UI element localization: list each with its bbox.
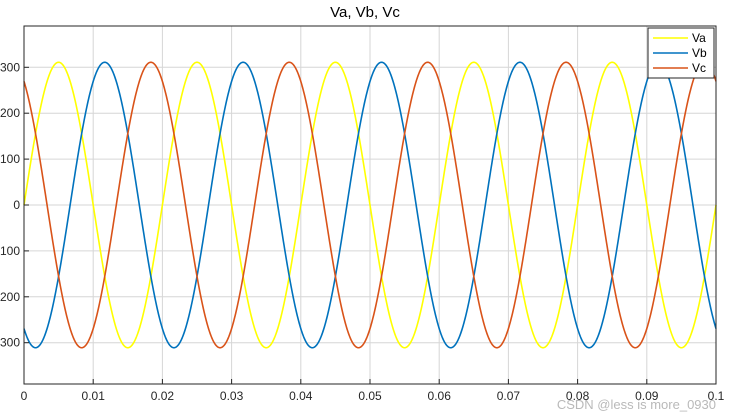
x-tick-label: 0.08 xyxy=(566,389,590,403)
y-tick-label: 0 xyxy=(13,198,20,212)
series-line-vb xyxy=(23,61,717,349)
legend-label-vc: Vc xyxy=(692,61,706,75)
y-tick-label: 100 xyxy=(0,152,20,166)
series-line-va xyxy=(23,61,717,349)
y-tick-label: -300 xyxy=(0,336,20,350)
y-tick-label: -200 xyxy=(0,290,20,304)
x-tick-label: 0 xyxy=(21,389,28,403)
x-tick-label: 0.05 xyxy=(358,389,382,403)
y-axis: -300 -200 -100 0 100 200 300 xyxy=(0,60,29,350)
x-tick-label: 0.03 xyxy=(220,389,244,403)
y-tick-label: -100 xyxy=(0,244,20,258)
y-tick-label: 300 xyxy=(0,60,20,74)
x-tick-label: 0.07 xyxy=(497,389,521,403)
x-tick-label: 0.1 xyxy=(708,389,725,403)
x-tick-label: 0.06 xyxy=(428,389,452,403)
y-tick-label: 200 xyxy=(0,106,20,120)
legend-label-vb: Vb xyxy=(692,46,707,60)
x-tick-label: 0.02 xyxy=(151,389,175,403)
x-tick-label: 0.09 xyxy=(635,389,659,403)
series-line-vc xyxy=(23,61,717,349)
x-tick-label: 0.04 xyxy=(289,389,313,403)
series-group xyxy=(23,61,717,349)
x-tick-label: 0.01 xyxy=(82,389,106,403)
legend-label-va: Va xyxy=(692,31,706,45)
chart-title: Va, Vb, Vc xyxy=(330,4,400,21)
x-axis: 0 0.01 0.02 0.03 0.04 0.05 0.06 0.07 0.08 0.09 0.1 xyxy=(21,379,725,403)
watermark-text: CSDN @less is more_0930 xyxy=(556,397,716,412)
